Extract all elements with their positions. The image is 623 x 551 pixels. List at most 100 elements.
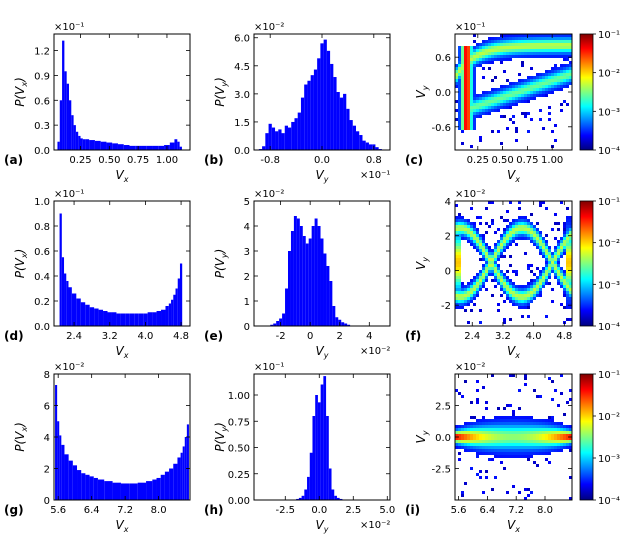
bar bbox=[80, 138, 83, 150]
bar bbox=[317, 226, 321, 326]
x-tick-label: 0.8 bbox=[366, 155, 382, 166]
y-axis-label: P(Vy) bbox=[213, 249, 229, 279]
x-tick-label: -0.8 bbox=[260, 155, 280, 166]
colorbar-tick-label: 10⁻³ bbox=[598, 454, 620, 465]
bar bbox=[173, 294, 176, 326]
bar bbox=[294, 118, 298, 150]
y-tick-label: 4 bbox=[244, 222, 250, 233]
x-tick-label: 4.8 bbox=[556, 331, 572, 342]
colorbar bbox=[579, 33, 594, 151]
bar bbox=[184, 437, 187, 500]
x-exponent: ×10⁻¹ bbox=[360, 170, 390, 181]
bar bbox=[59, 213, 62, 326]
panel-label: (i) bbox=[405, 503, 420, 517]
heatmap-cells bbox=[455, 374, 572, 500]
bar bbox=[271, 127, 276, 150]
bar bbox=[57, 141, 60, 150]
bar bbox=[111, 312, 117, 326]
bar bbox=[317, 58, 321, 150]
colorbar-tick-label: 10⁻² bbox=[598, 239, 620, 250]
x-exponent: ×10⁻² bbox=[360, 520, 390, 531]
bar bbox=[165, 306, 169, 326]
panel-label: (g) bbox=[4, 503, 24, 517]
y-tick-label: 4 bbox=[445, 197, 451, 208]
bar bbox=[129, 313, 135, 326]
bar bbox=[273, 323, 277, 326]
bar bbox=[180, 452, 183, 500]
y-exponent: ×10⁻¹ bbox=[54, 22, 84, 33]
bar bbox=[296, 498, 299, 500]
bar bbox=[57, 421, 60, 500]
bar bbox=[156, 477, 161, 500]
panel-i: 10⁻¹ 10⁻² 10⁻³ 10⁻⁴ 5.6 6.4 7.2 8.0 -2.5 0.0 2.5 ×1… bbox=[405, 362, 620, 534]
bar bbox=[171, 299, 174, 326]
colorbar-tick-label: 10⁻¹ bbox=[598, 30, 620, 41]
axes-frame bbox=[253, 200, 391, 327]
y-axis-label: Vy bbox=[414, 430, 430, 443]
y-tick-label: 3.0 bbox=[234, 90, 250, 101]
bar bbox=[75, 131, 79, 150]
y-axis-label: P(Vx) bbox=[13, 249, 29, 279]
bar bbox=[97, 479, 105, 500]
x-axis-label: Vx bbox=[507, 344, 520, 360]
y-tick-label: 0.3 bbox=[34, 121, 50, 132]
y-exponent: ×10⁻² bbox=[54, 362, 84, 373]
bar bbox=[339, 97, 344, 150]
bar bbox=[112, 482, 121, 500]
bar bbox=[77, 470, 82, 500]
bar bbox=[265, 133, 269, 150]
bar bbox=[320, 43, 324, 150]
x-axis-label: Vy bbox=[316, 168, 329, 184]
x-tick-label: 4 bbox=[366, 331, 372, 342]
panel-h: -2.5 0.0 2.5 5.0 0.00 0.25 0.50 0.75 1.00 ×10⁻¹ ×1… bbox=[204, 362, 395, 534]
y-tick-label: 0.0 bbox=[234, 146, 250, 157]
bar bbox=[313, 69, 318, 150]
colorbar-tick-label: 10⁻¹ bbox=[598, 370, 620, 381]
bar bbox=[323, 376, 327, 500]
bar bbox=[335, 317, 339, 326]
x-tick-label: 5.0 bbox=[379, 505, 395, 516]
bar bbox=[317, 402, 321, 500]
y-tick-label: -0.6 bbox=[431, 123, 451, 134]
y-tick-label: 0.0 bbox=[34, 146, 50, 157]
x-tick-label: 2.5 bbox=[345, 505, 361, 516]
bar bbox=[326, 416, 329, 500]
heatmap-cells bbox=[455, 201, 572, 324]
y-tick-label: 0.6 bbox=[34, 96, 50, 107]
colorbar-tick-label: 10⁻² bbox=[598, 69, 620, 80]
colorbar-tick-label: 10⁻³ bbox=[598, 280, 620, 291]
y-tick-label: 0 bbox=[44, 496, 50, 507]
bar bbox=[169, 142, 175, 150]
bar bbox=[174, 139, 178, 150]
bar bbox=[375, 147, 379, 150]
bar bbox=[64, 71, 67, 150]
colorbar-tick-label: 10⁻⁴ bbox=[598, 146, 620, 157]
x-axis-label: Vx bbox=[116, 518, 129, 534]
y-tick-label: -2 bbox=[441, 301, 451, 312]
bar bbox=[307, 80, 311, 150]
bar bbox=[344, 323, 348, 326]
bar bbox=[310, 75, 314, 150]
bar bbox=[314, 218, 318, 326]
bar bbox=[339, 498, 343, 500]
bar bbox=[104, 481, 113, 500]
bar bbox=[302, 236, 306, 326]
x-tick-label: 0.50 bbox=[491, 155, 513, 166]
bar bbox=[164, 471, 170, 500]
bar bbox=[146, 481, 153, 500]
bar bbox=[323, 253, 327, 326]
y-tick-label: 1.2 bbox=[34, 47, 50, 58]
y-tick-label: 3 bbox=[244, 247, 250, 258]
x-tick-label: -2 bbox=[276, 331, 286, 342]
bar bbox=[282, 313, 286, 326]
bar bbox=[152, 145, 159, 150]
bar bbox=[55, 385, 58, 500]
y-tick-label: 0 bbox=[244, 322, 250, 333]
bar bbox=[78, 135, 81, 150]
bar bbox=[328, 468, 332, 500]
bar bbox=[138, 313, 144, 326]
bar bbox=[308, 238, 312, 326]
bar bbox=[182, 446, 185, 500]
bar bbox=[304, 84, 308, 150]
x-tick-label: -2.5 bbox=[276, 505, 296, 516]
